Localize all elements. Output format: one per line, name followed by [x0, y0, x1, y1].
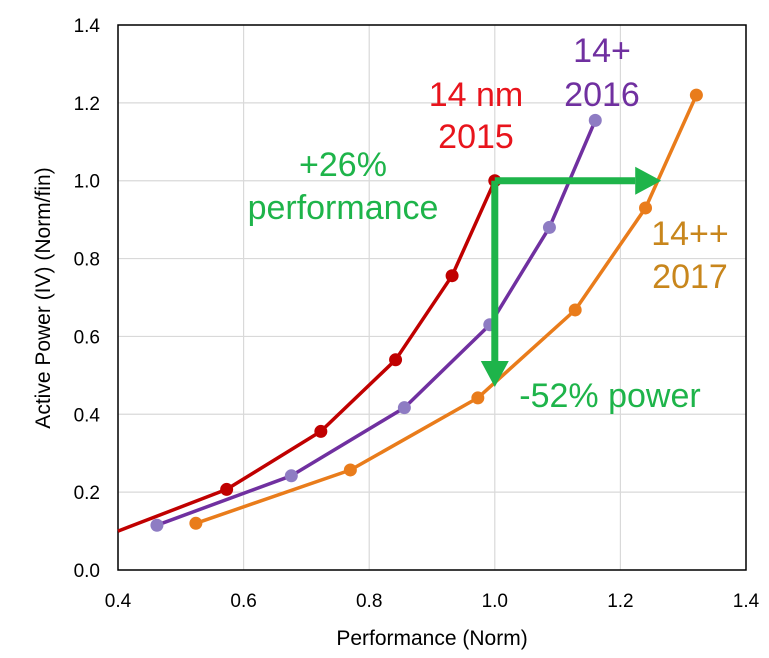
series-2-point — [471, 391, 485, 405]
x-tick-label: 0.4 — [105, 591, 132, 612]
y-tick-label: 0.2 — [74, 483, 100, 504]
series-1-point — [397, 401, 411, 415]
series-2-point — [568, 303, 582, 317]
anno-14pp-line2: 2017 — [652, 258, 728, 296]
series-0-point — [314, 424, 328, 438]
arrow-head-1 — [480, 361, 509, 388]
series-2-point — [343, 463, 357, 477]
anno-perf-line2: performance — [248, 189, 439, 227]
series-line-1 — [156, 119, 597, 527]
series-0-point — [389, 353, 403, 367]
anno-14plus-line1: 14+ — [573, 32, 631, 70]
anno-power: -52% power — [519, 377, 700, 415]
anno-14nm-line1: 14 nm — [429, 76, 524, 114]
y-tick-label: 1.0 — [74, 172, 100, 193]
anno-14nm-line2: 2015 — [438, 118, 514, 156]
tick-labels: 0.4 0.6 0.8 1.0 1.2 1.4 0.0 0.2 0.4 0.6 0.8 1.0 1.2 1… — [74, 16, 760, 612]
series-line-0 — [117, 179, 497, 533]
anno-14pp-line1: 14++ — [651, 215, 729, 253]
plot-border — [117, 24, 747, 571]
arrows — [480, 166, 662, 388]
series-1-point — [542, 220, 556, 234]
series-0-point — [445, 269, 459, 283]
x-axis-title: Performance (Norm) — [336, 627, 527, 650]
series-2-point — [189, 516, 203, 530]
series-1-point — [150, 518, 164, 532]
y-tick-label: 1.2 — [74, 94, 100, 115]
x-tick-label: 1.4 — [733, 591, 760, 612]
series-1-point — [588, 113, 602, 127]
y-axis-title: Active Power (IV) (Norm/fin) — [32, 167, 55, 428]
y-tick-label: 0.6 — [74, 327, 100, 348]
series-line-2 — [195, 94, 698, 525]
series — [117, 88, 703, 533]
x-tick-label: 0.6 — [230, 591, 256, 612]
y-tick-label: 0.0 — [74, 561, 100, 582]
series-0-point — [220, 482, 234, 496]
arrow-head-0 — [635, 166, 662, 195]
y-tick-label: 0.4 — [74, 405, 101, 426]
series-1-point — [284, 469, 298, 483]
series-2-point — [689, 88, 703, 102]
anno-14plus-line2: 2016 — [564, 76, 640, 114]
x-tick-label: 0.8 — [356, 591, 382, 612]
x-tick-label: 1.2 — [607, 591, 633, 612]
series-2-point — [639, 201, 653, 215]
x-tick-label: 1.0 — [482, 591, 508, 612]
y-tick-label: 1.4 — [74, 16, 101, 37]
y-tick-label: 0.8 — [74, 250, 100, 271]
anno-perf-line1: +26% — [299, 146, 387, 184]
